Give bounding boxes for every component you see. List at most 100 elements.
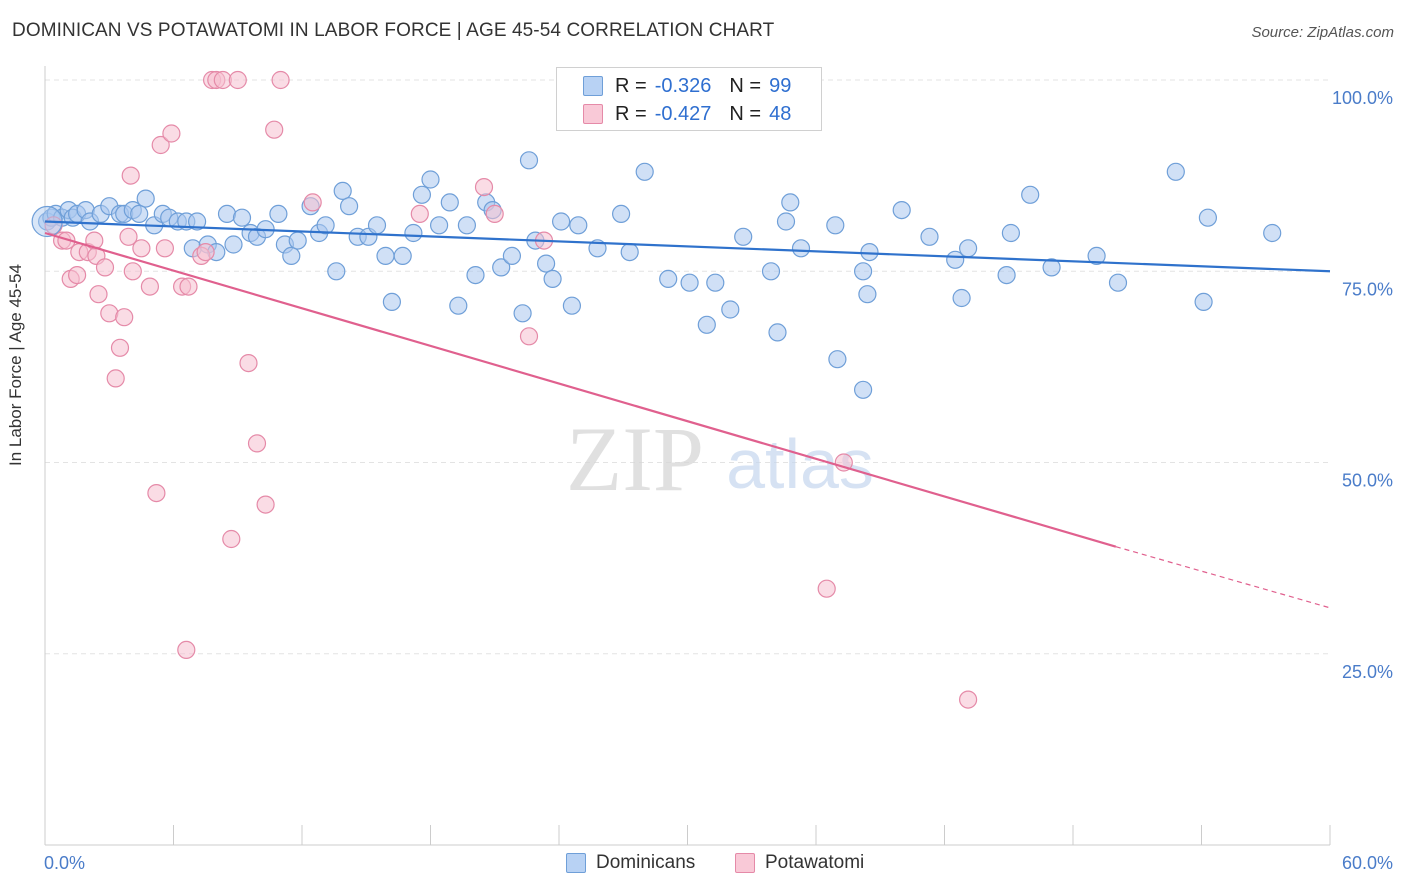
potawatomi-point (196, 243, 215, 262)
dominican-point (513, 304, 532, 323)
tick-labels: 25.0% 50.0% 75.0% 100.0% 0.0% 60.0% (44, 88, 1393, 873)
dominican-point (316, 216, 335, 235)
potawatomi-point (222, 529, 241, 549)
dominican-point (1194, 292, 1213, 311)
dominican-point (659, 269, 678, 288)
legend-swatch-blue (566, 853, 586, 873)
potawatomi-trend-line (44, 231, 1117, 548)
legend-r-value: -0.326 (654, 74, 712, 97)
x-tick-label: 0.0% (44, 853, 85, 873)
dominican-point (721, 300, 740, 319)
watermark: ZIP atlas (566, 408, 874, 510)
potawatomi-point (228, 70, 247, 90)
legend-n-label: N = (729, 74, 762, 97)
legend-r-label: R = (615, 74, 647, 97)
potawatomi-point (132, 239, 151, 258)
dominican-point (853, 262, 873, 281)
dominican-point (781, 193, 800, 212)
legend-n-label: N = (729, 102, 762, 125)
dominican-point (680, 273, 699, 292)
dominican-point (502, 246, 521, 265)
dominican-point (269, 204, 288, 223)
dominican-point (466, 266, 485, 285)
legend-swatch-pink (583, 104, 603, 124)
dominican-point (892, 201, 911, 220)
dominican-point (376, 246, 395, 265)
dominican-point (404, 223, 423, 243)
potawatomi-point (474, 178, 494, 197)
potawatomi-point (155, 239, 174, 258)
dominican-point (217, 204, 237, 223)
legend-r-value: -0.427 (654, 102, 712, 125)
dominican-point (611, 204, 631, 223)
dominican-point (958, 239, 978, 258)
dominican-point (1001, 223, 1021, 243)
potawatomi-point (265, 120, 284, 139)
legend-item-potawatomi[interactable]: Potawatomi (735, 852, 864, 874)
potawatomi-point (958, 690, 978, 709)
potawatomi-point (106, 369, 125, 388)
legend-item-dominicans[interactable]: Dominicans (566, 852, 695, 874)
potawatomi-point (89, 285, 108, 304)
trend-lines (44, 220, 1331, 609)
chart-title: DOMINICAN VS POTAWATOMI IN LABOR FORCE |… (12, 20, 775, 41)
dominican-point (1087, 246, 1106, 265)
y-tick-label: 75.0% (1342, 279, 1393, 299)
dominican-point (791, 239, 811, 258)
dominican-point (828, 350, 847, 369)
dominican-point (288, 231, 307, 250)
dominican-point (562, 296, 582, 315)
potawatomi-point (110, 338, 130, 357)
dominican-point (232, 208, 252, 227)
dominican-point (282, 246, 301, 265)
potawatomi-point (410, 204, 429, 223)
legend-n-value: 48 (769, 102, 792, 125)
dominican-point (367, 216, 387, 235)
dominican-point (697, 315, 716, 334)
dominican-point (551, 212, 571, 231)
legend-row-dominicans: R = -0.326 N = 99 (583, 73, 791, 99)
dominican-point (130, 204, 149, 223)
dominican-point (1021, 185, 1040, 204)
potawatomi-point (121, 166, 140, 185)
legend-label-potawatomi: Potawatomi (765, 852, 865, 873)
dominican-trend-line (44, 220, 1331, 273)
potawatomi-point (67, 266, 87, 285)
dominican-point (620, 243, 639, 262)
legend-n-value: 99 (769, 74, 792, 97)
potawatomi-point (162, 124, 181, 143)
legend-swatch-pink (735, 853, 755, 873)
dominican-point (920, 227, 939, 246)
dominican-point (136, 189, 155, 208)
data-points (31, 70, 1282, 709)
legend-r-label: R = (615, 102, 647, 125)
potawatomi-point (485, 204, 504, 223)
potawatomi-point (140, 277, 159, 296)
dominican-point (536, 254, 556, 273)
dominican-point (853, 380, 873, 399)
dominican-point (635, 162, 654, 181)
potawatomi-point (123, 262, 142, 281)
dominican-point (492, 258, 511, 277)
dominican-point (858, 285, 877, 304)
grid-lines (45, 79, 1330, 655)
potawatomi-point (147, 484, 166, 503)
dominican-point (457, 216, 476, 235)
potawatomi-point (57, 231, 76, 250)
dominican-point (734, 227, 753, 246)
legend-label-dominicans: Dominicans (596, 852, 696, 873)
dominican-point (327, 262, 346, 281)
dominican-point (543, 269, 562, 288)
dominican-point (449, 296, 468, 315)
y-tick-label: 50.0% (1342, 471, 1393, 491)
legend-row-potawatomi: R = -0.427 N = 48 (583, 101, 791, 127)
stats-legend: R = -0.326 N = 99 R = -0.427 N = 48 (556, 67, 822, 131)
dominican-point (952, 288, 971, 308)
potawatomi-point (115, 308, 134, 327)
potawatomi-point (179, 277, 198, 296)
potawatomi-point (95, 258, 115, 277)
x-tick-label: 60.0% (1342, 853, 1393, 873)
potawatomi-point (271, 70, 290, 90)
dominican-point (706, 273, 725, 292)
potawatomi-point (119, 227, 138, 246)
